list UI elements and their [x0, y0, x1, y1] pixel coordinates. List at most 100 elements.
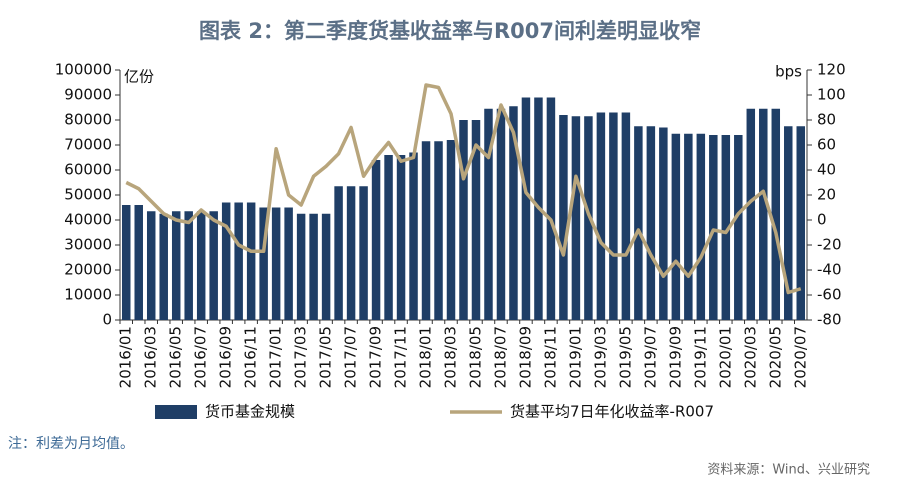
bar	[346, 186, 356, 320]
bar	[609, 112, 618, 320]
bar	[746, 108, 756, 320]
x-tick-label: 2016/07	[192, 326, 210, 388]
x-tick-label: 2016/01	[117, 326, 135, 388]
y-tick-label: 100000	[55, 61, 112, 79]
bar	[446, 140, 456, 320]
bar	[271, 207, 281, 320]
y2-tick-label: -20	[817, 236, 842, 254]
y2-tick-label: 40	[817, 161, 836, 179]
y-tick-label: 70000	[64, 136, 112, 154]
x-tick-label: 2019/05	[616, 326, 634, 388]
x-tick-label: 2017/01	[267, 326, 285, 388]
legend-label: 货币基金规模	[205, 403, 295, 421]
bar	[359, 186, 368, 320]
bar	[796, 126, 806, 320]
x-tick-label: 2020/05	[766, 326, 784, 388]
bar	[459, 120, 468, 320]
bar	[121, 205, 131, 320]
bar	[321, 213, 331, 320]
bar	[596, 112, 606, 320]
legend-label: 货基平均7日年化收益率-R007	[510, 403, 714, 421]
x-tick-label: 2019/07	[641, 326, 659, 388]
x-tick-label: 2019/11	[691, 326, 709, 388]
x-tick-label: 2018/05	[466, 326, 484, 388]
x-tick-label: 2017/03	[292, 326, 310, 388]
y2-tick-label: -60	[817, 286, 842, 304]
bar	[334, 186, 343, 320]
legend-swatch	[155, 405, 197, 419]
y2-tick-label: 80	[817, 111, 836, 129]
x-tick-label: 2020/07	[791, 326, 809, 388]
line	[125, 83, 802, 295]
x-tick-label: 2018/09	[516, 326, 534, 388]
x-tick-label: 2017/11	[392, 326, 410, 388]
note: 注：利差为月均值。	[8, 436, 134, 452]
bar	[671, 133, 681, 320]
bar	[684, 133, 693, 320]
bar	[659, 127, 668, 320]
x-tick-label: 2018/07	[491, 326, 509, 388]
x-tick-label: 2018/11	[541, 326, 559, 388]
x-tick-label: 2019/03	[591, 326, 609, 388]
bar	[309, 213, 318, 320]
y-tick-label: 80000	[64, 111, 112, 129]
source: 资料来源：Wind、兴业研究	[707, 463, 870, 478]
y2-unit: bps	[775, 63, 802, 81]
bar	[234, 202, 243, 320]
y-tick-label: 0	[102, 311, 112, 329]
x-tick-label: 2018/03	[442, 326, 460, 388]
y2-tick-label: 0	[817, 211, 827, 229]
x-tick-label: 2018/01	[417, 326, 435, 388]
y-tick-label: 40000	[64, 211, 112, 229]
x-tick-label: 2016/09	[217, 326, 235, 388]
y2-tick-label: 60	[817, 136, 836, 154]
bar	[546, 97, 556, 320]
y2-tick-label: 120	[817, 61, 846, 79]
x-tick-label: 2017/09	[367, 326, 385, 388]
bar	[696, 133, 706, 320]
bar	[471, 120, 481, 320]
y-tick-label: 20000	[64, 261, 112, 279]
x-tick-label: 2016/05	[167, 326, 185, 388]
bar	[759, 108, 768, 320]
bar	[384, 155, 393, 320]
bar	[496, 108, 506, 320]
x-tick-label: 2016/11	[242, 326, 260, 388]
bar	[196, 211, 206, 320]
y-tick-label: 30000	[64, 236, 112, 254]
bar	[634, 126, 643, 320]
y2-tick-label: -80	[817, 311, 842, 329]
bar	[771, 108, 781, 320]
bar	[734, 135, 743, 320]
bar	[559, 115, 568, 320]
y-tick-label: 90000	[64, 86, 112, 104]
bar	[371, 160, 381, 320]
y2-tick-label: 100	[817, 86, 846, 104]
bar	[484, 108, 493, 320]
x-tick-label: 2020/01	[716, 326, 734, 388]
bar	[246, 202, 256, 320]
bar	[434, 141, 443, 320]
bar	[509, 106, 518, 320]
bar	[209, 211, 218, 320]
x-tick-label: 2016/03	[142, 326, 160, 388]
bar	[521, 97, 531, 320]
bar	[409, 152, 418, 320]
x-tick-label: 2019/09	[666, 326, 684, 388]
bar	[221, 202, 231, 320]
bar	[721, 135, 731, 320]
bar	[621, 112, 631, 320]
bar	[296, 213, 306, 320]
x-tick-label: 2020/03	[741, 326, 759, 388]
x-tick-label: 2017/07	[342, 326, 360, 388]
bar	[284, 207, 293, 320]
y2-tick-label: 20	[817, 186, 836, 204]
bar	[646, 126, 656, 320]
bar	[146, 211, 156, 320]
bar	[159, 213, 168, 320]
y2-tick-label: -40	[817, 261, 842, 279]
y-unit: 亿份	[124, 68, 154, 86]
bar	[396, 155, 406, 320]
bar	[784, 126, 793, 320]
